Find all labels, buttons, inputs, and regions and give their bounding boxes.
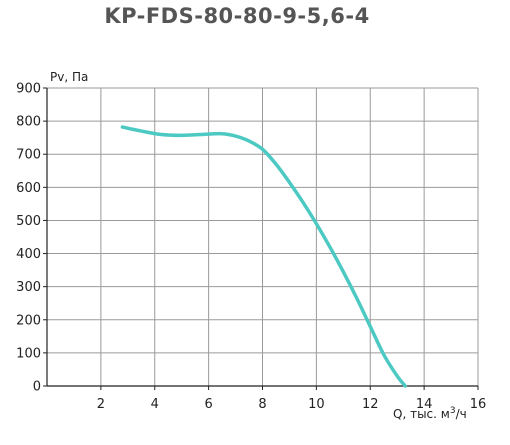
- x-tick-label: 2: [97, 397, 105, 412]
- y-tick-label: 100: [16, 346, 41, 361]
- y-tick-label: 0: [33, 380, 41, 395]
- x-axis-label: Q, тыс. м3/ч: [393, 406, 467, 421]
- x-axis-label-main: Q, тыс. м: [393, 407, 450, 421]
- y-tick-label: 800: [16, 115, 41, 130]
- series-line: [120, 125, 408, 388]
- series-group: [120, 125, 408, 388]
- y-tick-label: 900: [16, 82, 41, 97]
- y-tick-label: 600: [16, 181, 41, 196]
- grid: [47, 87, 479, 386]
- tick-labels: 0 100 200 300 400 500 600 700 800 900 2 4 6 8 10 12 14 16: [16, 82, 486, 413]
- x-tick-label: 14: [416, 397, 433, 412]
- y-axis-label: Pv, Па: [50, 70, 88, 84]
- y-tick-label: 400: [16, 247, 41, 262]
- x-tick-label: 6: [204, 397, 212, 412]
- x-axis-label-sup: 3: [450, 406, 456, 416]
- x-tick-label: 16: [470, 397, 487, 412]
- chart-title: KP-FDS-80-80-9-5,6-4: [104, 4, 370, 28]
- x-tick-label: 12: [362, 397, 379, 412]
- y-tick-label: 200: [16, 313, 41, 328]
- y-tick-label: 700: [16, 148, 41, 163]
- x-tick-label: 10: [308, 397, 325, 412]
- x-axis-label-suffix: /ч: [456, 407, 467, 421]
- x-tick-label: 4: [151, 397, 159, 412]
- x-tick-label: 8: [258, 397, 266, 412]
- axes: [43, 87, 479, 390]
- y-tick-label: 500: [16, 214, 41, 229]
- y-tick-label: 300: [16, 280, 41, 295]
